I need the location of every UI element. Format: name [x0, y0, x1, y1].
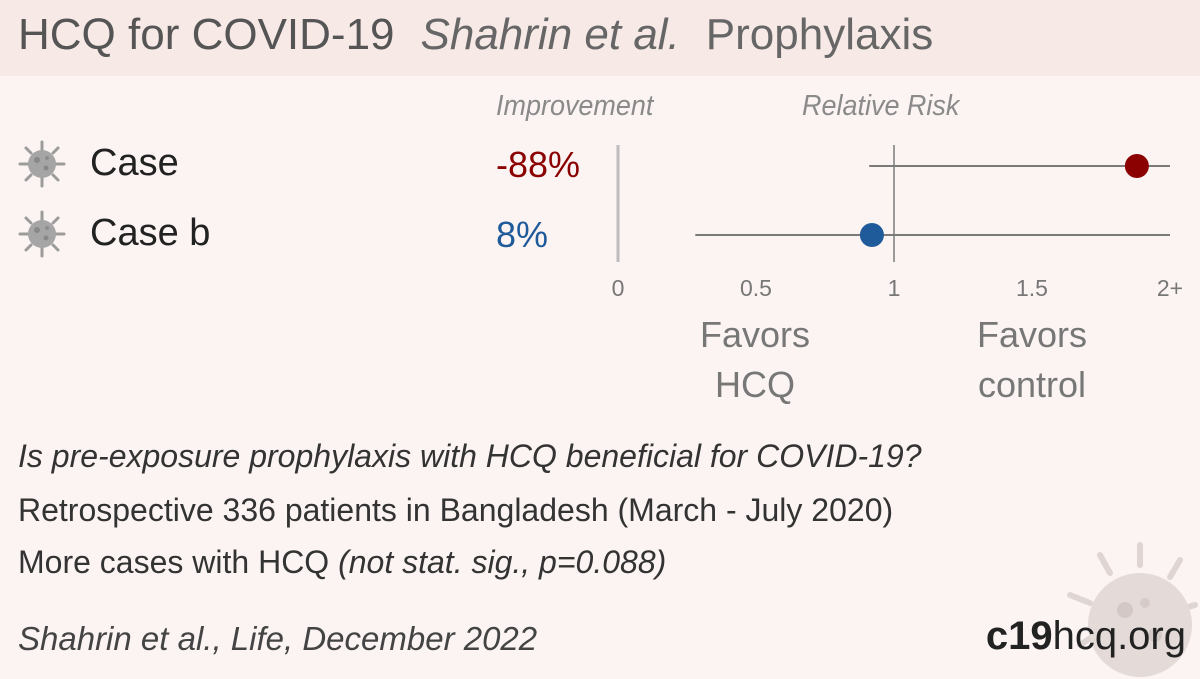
row-label-case: Case: [90, 142, 179, 184]
favors-hcq-label: Favors HCQ: [645, 310, 865, 410]
rr-point: [859, 223, 884, 247]
improvement-case: -88%: [496, 144, 581, 185]
favors-hcq-line1: Favors: [699, 314, 811, 355]
study-description: Retrospective 336 patients in Bangladesh…: [18, 492, 894, 528]
favors-control-line1: Favors: [976, 314, 1088, 355]
title-authors: Shahrin et al.: [420, 10, 680, 59]
logo-rest: hcq.org: [1052, 614, 1186, 658]
page-title: HCQ for COVID-19 Shahrin et al. Prophylaxi…: [18, 10, 959, 60]
x-tick-label: 0: [612, 275, 625, 301]
study-result-main: More cases with HCQ: [18, 544, 339, 580]
improvement-header: Improvement: [496, 90, 654, 122]
rr-point: [1124, 154, 1149, 178]
x-tick-label: 0.5: [740, 275, 772, 301]
favors-control-line2: control: [977, 364, 1087, 405]
forest-plot: 0 0.5 1 1.5 2+: [612, 145, 1183, 301]
improvement-case-b: 8%: [496, 214, 549, 255]
virus-icon: [18, 210, 66, 258]
x-tick-label: 1.5: [1016, 275, 1048, 301]
x-tick-label: 1: [888, 275, 901, 301]
citation: Shahrin et al., Life, December 2022: [18, 620, 538, 657]
x-tick-label: 2+: [1157, 275, 1183, 301]
row-label-case-b: Case b: [90, 212, 211, 254]
header-bar: HCQ for COVID-19 Shahrin et al. Prophylaxi…: [0, 0, 1200, 76]
site-logo[interactable]: c19hcq.org: [986, 614, 1186, 659]
study-question: Is pre-exposure prophylaxis with HCQ ben…: [18, 438, 922, 474]
favors-hcq-line2: HCQ: [715, 364, 795, 405]
logo-bold: c19: [985, 614, 1053, 658]
virus-watermark-icon: [1067, 542, 1198, 677]
title-category: Prophylaxis: [705, 10, 934, 59]
favors-control-label: Favors control: [922, 310, 1142, 410]
virus-icon: [18, 140, 66, 188]
study-result: More cases with HCQ (not stat. sig., p=0…: [18, 544, 666, 581]
title-main: HCQ for COVID-19: [18, 10, 395, 59]
study-result-significance: (not stat. sig., p=0.088): [338, 544, 667, 580]
relative-risk-header: Relative Risk: [802, 90, 960, 122]
